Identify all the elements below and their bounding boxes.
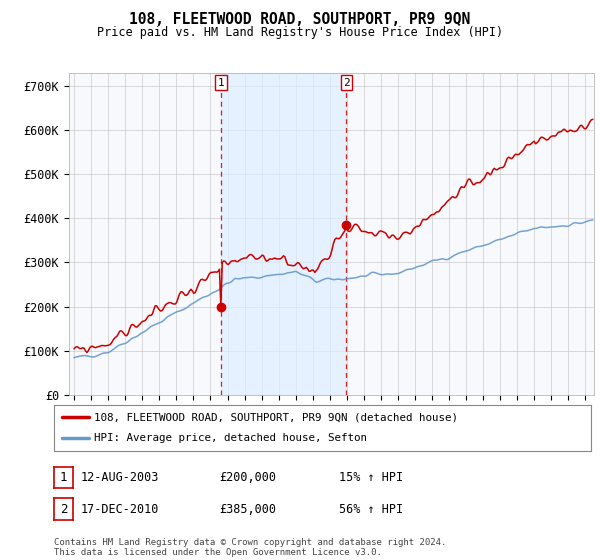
Text: £200,000: £200,000: [219, 471, 276, 484]
Text: Contains HM Land Registry data © Crown copyright and database right 2024.
This d: Contains HM Land Registry data © Crown c…: [54, 538, 446, 557]
Text: 2: 2: [343, 78, 350, 87]
Text: 2: 2: [60, 502, 67, 516]
Text: 12-AUG-2003: 12-AUG-2003: [81, 471, 160, 484]
Text: 108, FLEETWOOD ROAD, SOUTHPORT, PR9 9QN: 108, FLEETWOOD ROAD, SOUTHPORT, PR9 9QN: [130, 12, 470, 27]
Text: 1: 1: [218, 78, 224, 87]
Bar: [221, 73, 346, 395]
Text: Price paid vs. HM Land Registry's House Price Index (HPI): Price paid vs. HM Land Registry's House …: [97, 26, 503, 39]
Text: 56% ↑ HPI: 56% ↑ HPI: [339, 502, 403, 516]
Text: HPI: Average price, detached house, Sefton: HPI: Average price, detached house, Seft…: [94, 433, 367, 444]
Text: 108, FLEETWOOD ROAD, SOUTHPORT, PR9 9QN (detached house): 108, FLEETWOOD ROAD, SOUTHPORT, PR9 9QN …: [94, 412, 458, 422]
Text: 15% ↑ HPI: 15% ↑ HPI: [339, 471, 403, 484]
Text: £385,000: £385,000: [219, 502, 276, 516]
Text: 17-DEC-2010: 17-DEC-2010: [81, 502, 160, 516]
Text: 1: 1: [60, 471, 67, 484]
